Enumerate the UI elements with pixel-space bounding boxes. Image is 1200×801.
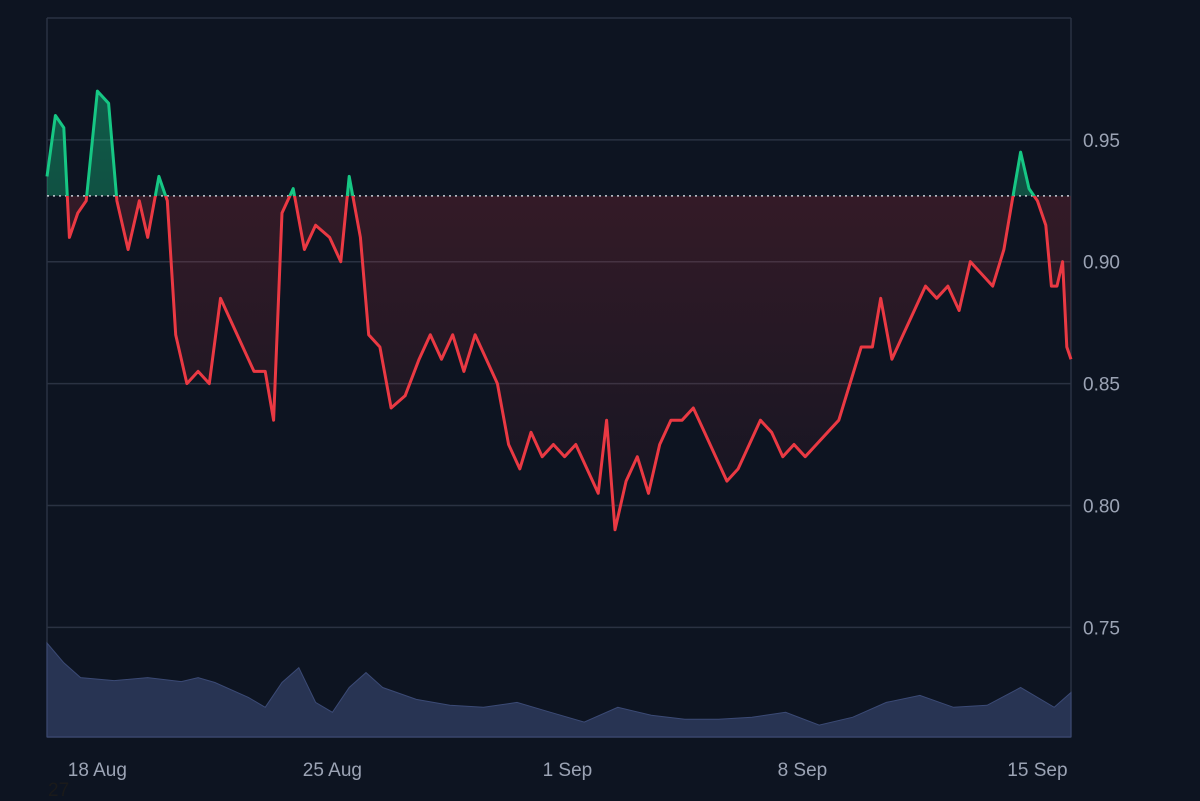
volume-area xyxy=(47,643,1071,737)
x-tick-label: 1 Sep xyxy=(543,760,593,781)
x-tick-label: 15 Sep xyxy=(1007,760,1067,781)
y-tick-label: 0.75 xyxy=(1083,618,1120,639)
corner-label: 27 xyxy=(48,781,69,800)
y-tick-label: 0.85 xyxy=(1083,375,1120,396)
y-tick-label: 0.95 xyxy=(1083,131,1120,152)
price-fill xyxy=(47,91,1071,530)
x-tick-label: 8 Sep xyxy=(778,760,828,781)
y-tick-label: 0.90 xyxy=(1083,253,1120,274)
fill-below-baseline xyxy=(47,91,1071,530)
x-tick-label: 25 Aug xyxy=(303,760,362,781)
volume-area-path xyxy=(47,643,1071,737)
y-axis-ticks: 0.95 0.90 0.85 0.80 0.75 xyxy=(1083,131,1120,639)
x-axis-ticks: 18 Aug 25 Aug 1 Sep 8 Sep 15 Sep xyxy=(68,760,1068,781)
x-tick-label: 18 Aug xyxy=(68,760,127,781)
y-tick-label: 0.80 xyxy=(1083,496,1120,517)
